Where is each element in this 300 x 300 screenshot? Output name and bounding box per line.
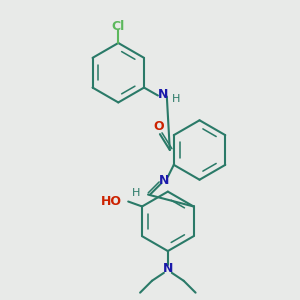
Text: N: N (159, 174, 169, 187)
Text: H: H (172, 94, 180, 104)
Text: O: O (154, 120, 164, 133)
Text: HO: HO (101, 195, 122, 208)
Text: Cl: Cl (112, 20, 125, 33)
Text: N: N (163, 262, 173, 275)
Text: H: H (132, 188, 140, 198)
Text: N: N (158, 88, 168, 101)
